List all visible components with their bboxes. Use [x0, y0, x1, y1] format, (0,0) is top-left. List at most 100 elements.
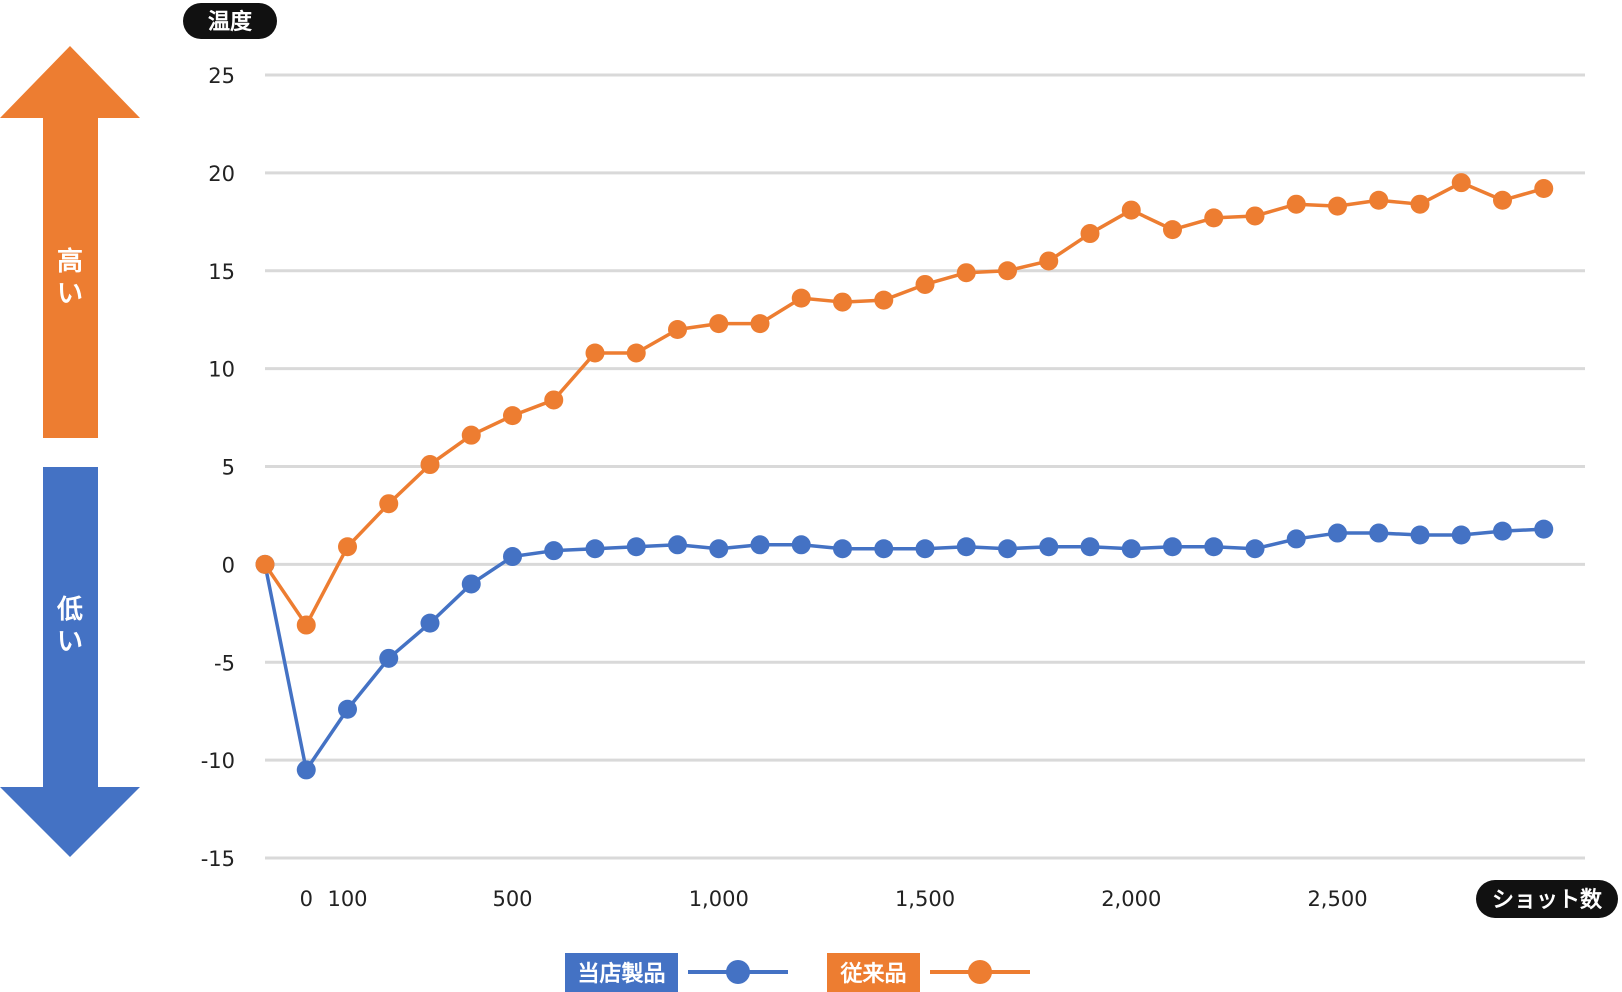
- legend-label-box: [565, 953, 678, 992]
- high-arrow-char-1: 高: [57, 246, 83, 277]
- high-arrow-shape: [0, 46, 140, 438]
- series-layer: [255, 173, 1554, 780]
- data-point: [874, 290, 894, 310]
- x-tick-label: 0: [300, 887, 313, 911]
- y-tick-label: 10: [208, 358, 235, 382]
- data-point: [296, 760, 316, 780]
- data-point: [1410, 194, 1430, 214]
- data-point: [1039, 251, 1059, 271]
- data-point: [833, 539, 852, 559]
- data-point: [1410, 525, 1430, 545]
- low-arrow-char-1: 低: [56, 595, 83, 625]
- high-arrow-char-2: い: [57, 279, 83, 309]
- data-point: [626, 537, 646, 557]
- data-point: [296, 615, 316, 635]
- legend-marker: [726, 960, 750, 984]
- data-point: [1369, 190, 1389, 210]
- data-point: [1534, 179, 1554, 199]
- data-point: [1328, 523, 1347, 543]
- y-tick-labels: 25 20 15 10 5 0 -5 -10 -15: [201, 64, 235, 871]
- data-point: [956, 263, 976, 283]
- y-tick-label: 5: [222, 456, 235, 480]
- data-point: [1080, 224, 1100, 244]
- legend-label-box: [827, 953, 920, 992]
- legend-label: 従来品: [839, 961, 906, 987]
- data-point: [338, 699, 357, 719]
- data-point: [1121, 200, 1141, 220]
- data-point: [1369, 523, 1389, 543]
- data-point: [585, 539, 605, 559]
- legend-item-1: 当店製品: [565, 953, 788, 992]
- data-point: [998, 539, 1017, 559]
- data-point: [1039, 537, 1059, 557]
- data-point: [709, 539, 729, 559]
- data-point: [461, 574, 481, 594]
- x-tick-labels: 0 100 500 1,000 1,500 2,000 2,500: [300, 887, 1368, 911]
- x-tick-label: 100: [327, 887, 367, 911]
- data-point: [956, 537, 976, 557]
- x-tick-label: 500: [492, 887, 532, 911]
- x-tick-label: 2,000: [1101, 887, 1161, 911]
- legend-marker: [968, 960, 992, 984]
- data-point: [1493, 190, 1512, 210]
- data-point: [1451, 525, 1471, 545]
- data-point: [544, 541, 564, 561]
- series-1: [255, 519, 1554, 780]
- data-point: [1204, 208, 1224, 228]
- data-point: [1163, 220, 1182, 240]
- data-point: [1328, 196, 1347, 216]
- data-point: [1286, 529, 1306, 549]
- y-axis-title-text: 温度: [208, 9, 253, 35]
- x-axis-title-pill: [1476, 880, 1618, 918]
- data-point: [1245, 539, 1265, 559]
- y-tick-label: 20: [208, 162, 235, 186]
- data-point: [791, 535, 811, 555]
- data-point: [420, 613, 440, 633]
- data-point: [1245, 206, 1265, 226]
- data-point: [461, 425, 481, 445]
- data-point: [668, 319, 687, 339]
- data-point: [750, 314, 770, 334]
- data-point: [915, 539, 935, 559]
- y-tick-label: -5: [214, 651, 235, 675]
- y-tick-label: 25: [208, 64, 235, 88]
- low-arrow: 低 い: [0, 467, 140, 857]
- gridlines: [265, 73, 1585, 860]
- data-point: [1163, 537, 1182, 557]
- data-point: [1204, 537, 1224, 557]
- data-point: [503, 406, 522, 426]
- y-tick-label: -10: [201, 749, 235, 773]
- data-point: [420, 455, 440, 475]
- legend-item-2: 従来品: [827, 953, 1030, 992]
- series-line: [263, 180, 1545, 627]
- low-arrow-shape: [0, 467, 140, 857]
- data-point: [833, 292, 852, 312]
- data-point: [750, 535, 770, 555]
- data-point: [915, 274, 935, 294]
- x-axis-title-text: ショット数: [1492, 887, 1603, 913]
- y-tick-label: 15: [208, 260, 235, 284]
- x-tick-label: 1,500: [895, 887, 955, 911]
- data-point: [709, 314, 729, 334]
- data-point: [1121, 539, 1141, 559]
- data-point: [379, 648, 399, 668]
- low-arrow-char-2: い: [57, 627, 83, 657]
- y-axis-title-pill: [183, 3, 277, 39]
- data-point: [1451, 173, 1471, 193]
- series-2: [255, 173, 1554, 635]
- legend: 当店製品 従来品: [565, 953, 1030, 992]
- y-tick-label: -15: [201, 847, 235, 871]
- data-point: [998, 261, 1017, 281]
- y-tick-label: 0: [222, 553, 235, 577]
- x-axis-title: ショット数: [1476, 880, 1618, 918]
- data-point: [874, 539, 894, 559]
- data-point: [544, 390, 564, 410]
- y-axis-title: 温度: [183, 3, 277, 39]
- data-point: [255, 554, 275, 574]
- x-tick-label: 1,000: [689, 887, 749, 911]
- data-point: [1080, 537, 1100, 557]
- data-point: [1534, 519, 1554, 539]
- data-point: [503, 547, 522, 567]
- data-point: [791, 288, 811, 308]
